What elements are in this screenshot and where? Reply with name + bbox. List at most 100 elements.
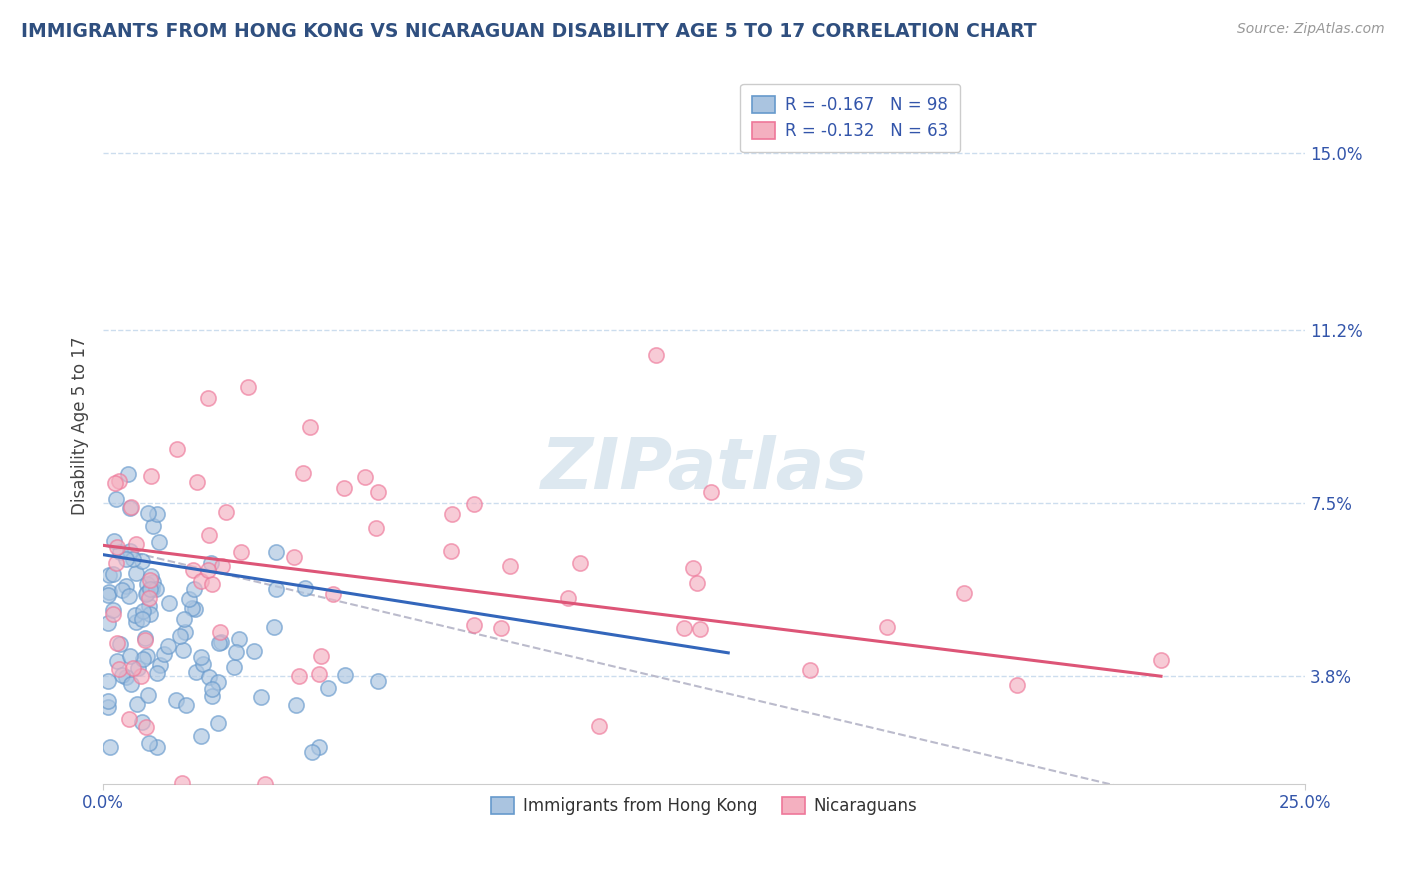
Point xyxy=(135,649,157,664)
Text: IMMIGRANTS FROM HONG KONG VS NICARAGUAN DISABILITY AGE 5 TO 17 CORRELATION CHART: IMMIGRANTS FROM HONG KONG VS NICARAGUAN … xyxy=(21,22,1036,41)
Point xyxy=(156,640,179,654)
Point xyxy=(200,556,222,570)
Point xyxy=(172,642,194,657)
Point xyxy=(645,348,668,362)
Point xyxy=(229,544,252,558)
Point xyxy=(118,544,141,558)
Point xyxy=(266,582,288,596)
Point xyxy=(186,475,208,489)
Point xyxy=(157,596,180,610)
Point xyxy=(111,582,134,597)
Point xyxy=(301,745,323,759)
Point xyxy=(135,587,157,601)
Point xyxy=(103,603,125,617)
Point xyxy=(285,698,308,713)
Point xyxy=(569,556,592,570)
Point xyxy=(136,689,159,703)
Point xyxy=(131,612,153,626)
Point xyxy=(197,564,219,578)
Point xyxy=(125,615,148,629)
Legend: Immigrants from Hong Kong, Nicaraguans: Immigrants from Hong Kong, Nicaraguans xyxy=(481,788,928,825)
Point xyxy=(131,554,153,568)
Point xyxy=(366,521,388,535)
Point xyxy=(105,491,128,506)
Point xyxy=(308,667,330,681)
Point xyxy=(201,689,224,703)
Point xyxy=(97,585,120,599)
Point xyxy=(499,558,522,573)
Point xyxy=(169,628,191,642)
Point xyxy=(673,621,696,635)
Point xyxy=(166,442,188,456)
Point xyxy=(142,519,165,533)
Point xyxy=(686,576,709,591)
Point xyxy=(190,574,212,588)
Point xyxy=(107,654,129,668)
Point xyxy=(316,681,339,696)
Point xyxy=(135,720,157,734)
Point xyxy=(139,569,162,583)
Point xyxy=(118,713,141,727)
Point xyxy=(127,661,149,675)
Point xyxy=(136,586,159,600)
Point xyxy=(165,693,187,707)
Point xyxy=(97,615,120,630)
Point xyxy=(308,739,330,754)
Point xyxy=(142,574,165,589)
Point xyxy=(440,544,463,558)
Point xyxy=(153,647,176,661)
Point xyxy=(114,579,136,593)
Point xyxy=(104,557,127,571)
Point xyxy=(98,740,121,755)
Point xyxy=(135,576,157,591)
Point xyxy=(367,484,389,499)
Text: Source: ZipAtlas.com: Source: ZipAtlas.com xyxy=(1237,22,1385,37)
Text: ZIPatlas: ZIPatlas xyxy=(540,434,868,504)
Point xyxy=(111,668,134,682)
Point xyxy=(952,586,974,600)
Point xyxy=(148,535,170,549)
Point xyxy=(103,567,125,582)
Point xyxy=(121,661,143,675)
Point xyxy=(138,736,160,750)
Point xyxy=(97,699,120,714)
Point xyxy=(181,601,204,615)
Point xyxy=(588,719,610,733)
Point xyxy=(876,620,898,634)
Point xyxy=(263,620,285,634)
Point xyxy=(557,591,579,605)
Point xyxy=(131,715,153,730)
Point xyxy=(184,602,207,616)
Point xyxy=(190,650,212,665)
Point xyxy=(799,663,821,677)
Point xyxy=(107,636,129,650)
Point xyxy=(172,776,194,790)
Point xyxy=(132,651,155,665)
Point xyxy=(138,591,160,605)
Point xyxy=(145,582,167,596)
Point xyxy=(294,581,316,595)
Point xyxy=(108,545,131,559)
Point xyxy=(283,549,305,564)
Point xyxy=(136,506,159,520)
Point xyxy=(291,467,314,481)
Point xyxy=(440,507,463,521)
Point xyxy=(249,690,271,704)
Y-axis label: Disability Age 5 to 17: Disability Age 5 to 17 xyxy=(72,337,89,516)
Point xyxy=(97,588,120,602)
Point xyxy=(177,592,200,607)
Point xyxy=(197,391,219,405)
Point xyxy=(183,582,205,597)
Point xyxy=(288,669,311,683)
Point xyxy=(120,676,142,690)
Point xyxy=(107,541,129,555)
Point xyxy=(207,675,229,690)
Point xyxy=(242,643,264,657)
Point xyxy=(134,633,156,648)
Point xyxy=(201,577,224,591)
Point xyxy=(145,666,167,681)
Point xyxy=(104,476,127,491)
Point xyxy=(193,657,215,672)
Point xyxy=(149,657,172,672)
Point xyxy=(225,645,247,659)
